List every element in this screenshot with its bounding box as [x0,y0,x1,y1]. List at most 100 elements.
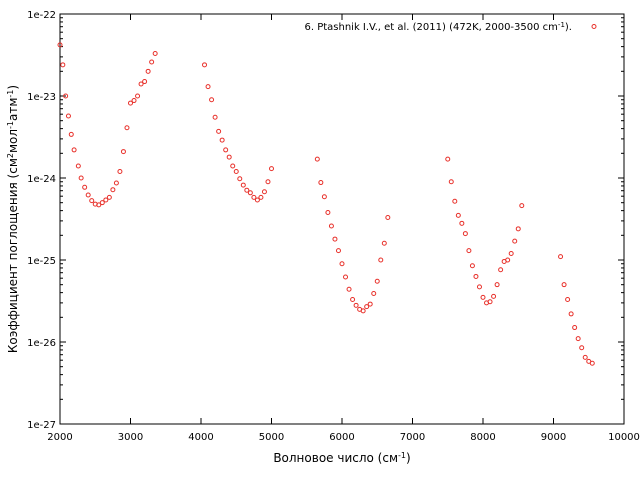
data-point [325,209,331,215]
data-point [328,223,334,229]
data-point [494,282,500,288]
data-point [491,293,497,299]
data-point [558,254,564,260]
data-point [110,187,116,193]
data-point [85,192,91,198]
data-point [378,257,384,263]
x-tick-label: 6000 [329,432,354,443]
x-tick-label: 5000 [259,432,284,443]
x-tick-label: 8000 [470,432,495,443]
data-point [466,248,472,254]
data-point [314,156,320,162]
data-point [152,50,158,56]
y-axis-title-superscript: -1 [6,121,15,129]
data-point [117,169,123,175]
data-point [455,212,461,218]
data-point [60,62,66,68]
data-point [469,263,475,269]
data-point [57,42,63,48]
x-tick-label: 10000 [608,432,640,443]
data-point [113,180,119,186]
y-axis-title-superscript: 2 [6,153,15,158]
legend-label: 6. Ptashnik I.V., et al. (2011) (472K, 2… [304,21,572,33]
data-point [63,93,69,99]
data-point [103,197,109,203]
data-point [261,189,267,195]
data-point [339,261,345,267]
data-point [498,267,504,273]
data-point [318,180,324,186]
x-tick-label: 7000 [400,432,425,443]
data-point [487,299,493,305]
data-point [508,251,514,257]
data-point [332,236,338,242]
data-point [473,273,479,279]
data-point [202,62,208,68]
y-tick-label: 1e-22 [27,10,56,21]
y-axis-title-part: атм [6,98,20,121]
x-axis-ticks: 2000 3000 4000 5000 6000 7000 8000 9000 10000 [47,14,640,443]
y-tick-label: 1e-25 [27,256,56,267]
data-point [68,131,74,137]
x-axis-title: Волновое число (см-1) [273,451,410,465]
data-point [385,214,391,220]
data-point [96,202,102,208]
data-point [219,137,225,143]
y-tick-label: 1e-24 [27,174,56,185]
y-axis-title: Коэффициент поглощения (см2мол-1атм-1) [6,85,20,353]
data-point [360,308,366,314]
y-axis-ticks: 1e-27 1e-26 1e-25 1e-24 1e-23 1e-22 [27,10,624,431]
x-tick-label: 9000 [541,432,566,443]
data-point [247,190,253,196]
data-point [254,197,260,203]
data-point [240,182,246,188]
data-point [124,125,130,131]
data-point [445,156,451,162]
data-point [364,304,370,310]
x-tick-label: 3000 [118,432,143,443]
data-point [135,93,141,99]
data-point [226,154,232,160]
data-point [381,240,387,246]
legend: 6. Ptashnik I.V., et al. (2011) (472K, 2… [304,21,597,33]
data-point [572,325,578,331]
data-point [565,296,571,302]
y-axis-title-part: Коэффициент поглощения (см [6,158,20,353]
x-tick-label: 2000 [47,432,72,443]
data-point [89,198,95,204]
data-point [371,291,377,297]
data-point [335,248,341,254]
data-point [505,257,511,263]
data-point [212,114,218,120]
data-point [346,286,352,292]
data-point [561,282,567,288]
data-point [568,311,574,317]
data-point [120,149,126,155]
data-point [462,231,468,237]
data-series-points [57,42,595,366]
data-point [321,194,327,200]
data-point [128,100,133,106]
data-point [233,169,239,175]
data-point [452,198,458,204]
data-point [230,163,236,169]
data-point [205,84,211,90]
data-point [269,166,274,172]
y-axis-title-part: мол [6,129,20,153]
data-point [512,238,518,244]
data-point [131,98,137,104]
data-point [216,128,222,134]
data-point [258,194,264,200]
data-point [374,278,380,284]
y-tick-label: 1e-26 [27,338,56,349]
data-point [353,302,359,308]
data-point [99,200,105,206]
data-point [71,147,77,153]
data-point [582,354,588,360]
data-point [244,187,250,193]
data-point [145,68,151,74]
data-point [480,294,486,300]
legend-marker [591,24,597,29]
data-point [476,284,482,290]
